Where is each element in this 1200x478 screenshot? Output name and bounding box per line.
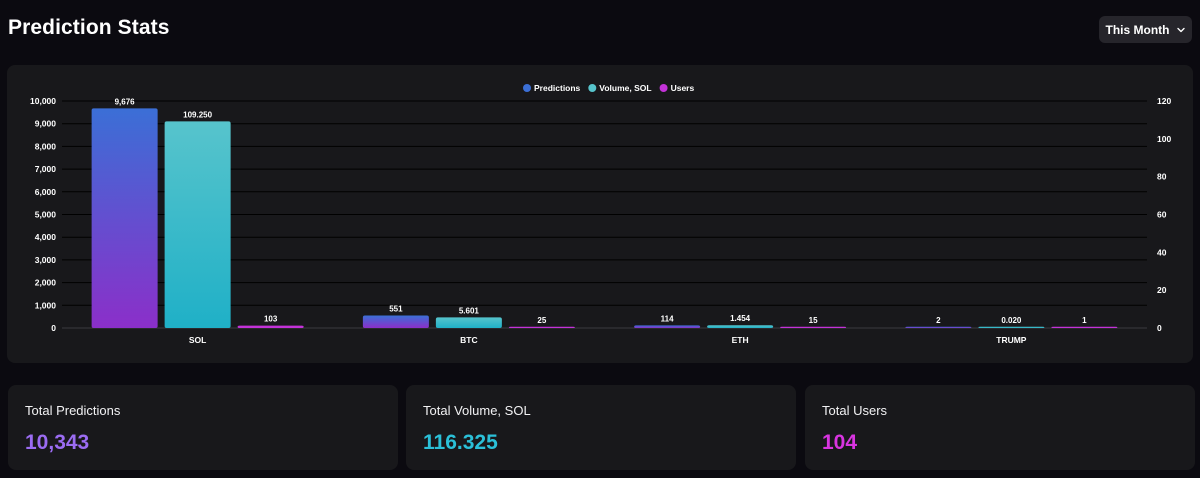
legend-label-volume-sol: Volume, SOL [599, 83, 651, 93]
bar-btc-volume-sol [435, 317, 502, 328]
y-right-tick-label: 60 [1157, 210, 1167, 220]
x-tick-label-btc: BTC [460, 335, 477, 345]
y-left-tick-label: 3,000 [35, 255, 57, 265]
y-left-tick-label: 8,000 [35, 141, 57, 151]
bar-chart: 0 1,000 2,000 3,000 4,000 5,000 6,000 7,000 8,00… [30, 83, 1171, 345]
stat-value-users: 104 [822, 431, 858, 454]
data-label-trump-volume-sol: 0.020 [1001, 316, 1022, 325]
bar-btc-users [508, 326, 575, 328]
data-label-btc-users: 25 [537, 316, 546, 325]
y-right-tick-label: 80 [1157, 172, 1167, 182]
y-left-tick-label: 2,000 [35, 278, 57, 288]
stat-card-volume: Total Volume, SOL 116.325 [406, 385, 796, 470]
y-right-tick-label: 0 [1157, 323, 1162, 333]
y-left-tick-label: 5,000 [35, 210, 57, 220]
y-left-tick-label: 9,000 [35, 119, 57, 129]
y-left-tick-label: 6,000 [35, 187, 57, 197]
bar-eth-volume-sol [707, 325, 774, 328]
stat-label-volume: Total Volume, SOL [423, 403, 531, 418]
bar-btc-predictions [362, 315, 429, 328]
stat-value-predictions: 10,343 [25, 431, 90, 454]
bar-eth-predictions [634, 325, 701, 328]
y-left-tick-label: 7,000 [35, 164, 57, 174]
chart-card: 0 1,000 2,000 3,000 4,000 5,000 6,000 7,000 8,00… [7, 65, 1193, 363]
data-label-sol-volume-sol: 109.250 [183, 110, 212, 119]
bar-sol-predictions [91, 108, 158, 328]
legend-label-users: Users [671, 83, 695, 93]
bar-eth-users [780, 326, 847, 328]
legend-marker-volume-sol [588, 84, 597, 92]
y-right-tick-label: 40 [1157, 247, 1167, 257]
stat-card-users: Total Users 104 [805, 385, 1195, 470]
y-left-tick-label: 0 [51, 323, 56, 333]
page-title: Prediction Stats [8, 16, 170, 39]
data-label-sol-predictions: 9,676 [115, 97, 136, 106]
stat-value-volume: 116.325 [423, 431, 498, 454]
data-label-eth-users: 15 [809, 316, 818, 325]
data-label-sol-users: 103 [264, 315, 278, 324]
stat-label-predictions: Total Predictions [25, 403, 121, 418]
bar-sol-users [237, 325, 304, 328]
y-left-tick-label: 4,000 [35, 232, 57, 242]
data-label-btc-volume-sol: 5.601 [459, 306, 480, 315]
y-right-tick-label: 120 [1157, 96, 1171, 106]
bar-sol-volume-sol [164, 121, 231, 328]
data-label-eth-predictions: 114 [661, 314, 674, 323]
legend-marker-predictions [523, 84, 531, 92]
y-left-tick-label: 1,000 [35, 300, 57, 310]
data-label-btc-predictions: 551 [389, 304, 403, 313]
x-tick-label-eth: ETH [732, 335, 749, 345]
bar-trump-volume-sol [978, 326, 1045, 328]
data-label-trump-users: 1 [1082, 316, 1087, 325]
stat-label-users: Total Users [822, 403, 888, 418]
x-tick-label-sol: SOL [189, 335, 206, 345]
y-right-tick-label: 100 [1157, 134, 1171, 144]
y-right-tick-label: 20 [1157, 285, 1167, 295]
data-label-eth-volume-sol: 1.454 [730, 314, 751, 323]
period-select[interactable]: This Month [1099, 16, 1192, 43]
stat-card-predictions: Total Predictions 10,343 [8, 385, 398, 470]
bar-trump-users [1051, 326, 1118, 328]
legend-label-predictions: Predictions [534, 83, 581, 93]
period-select-label: This Month [1105, 22, 1170, 37]
data-label-trump-predictions: 2 [936, 316, 941, 325]
y-left-tick-label: 10,000 [30, 96, 56, 106]
bar-trump-predictions [905, 326, 972, 328]
chevron-down-icon [1177, 27, 1186, 32]
x-tick-label-trump: TRUMP [996, 335, 1027, 345]
legend-marker-users [659, 84, 668, 92]
